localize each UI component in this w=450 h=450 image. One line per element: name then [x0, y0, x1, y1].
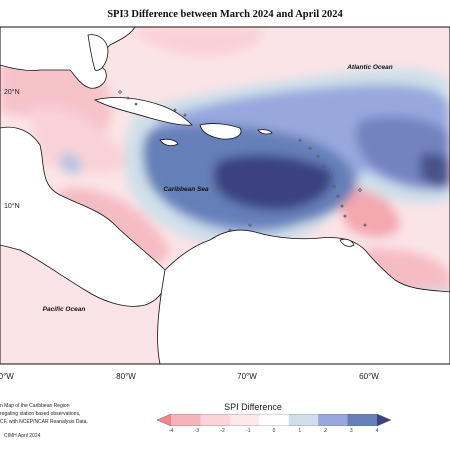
land-yucatan-central-america [0, 126, 167, 307]
dark-core-east [420, 153, 450, 187]
land-south-america [157, 229, 450, 364]
legend-cell [259, 414, 290, 426]
legend-cell [229, 414, 260, 426]
pink-region-lesser-antilles [338, 180, 400, 237]
legend-tick-label: -2 [220, 428, 225, 434]
lon-tick-60w: 60°W [359, 372, 379, 381]
lon-tick-80w: 80°W [116, 372, 136, 381]
pink-region-north [130, 27, 262, 56]
caption-line-1: n Map of the Caribbean Region [0, 403, 70, 409]
caribbean-label: Caribbean Sea [163, 186, 209, 193]
legend-tick-label: -4 [168, 428, 174, 434]
map-frame [0, 26, 450, 365]
legend-tick-label: -3 [194, 428, 199, 434]
legend-cell [157, 414, 171, 426]
legend-tick-label: 3 [349, 428, 353, 434]
land-cuba [93, 97, 193, 126]
credit: CIMH April 2024 [4, 433, 41, 439]
land-florida [87, 34, 109, 71]
lon-tick-70w: 70°W [237, 372, 257, 381]
land-trinidad [339, 238, 355, 247]
legend-colorbar [157, 414, 391, 426]
caption-line-2: regating station based observations, [0, 411, 81, 417]
land-jamaica [159, 138, 179, 147]
legend-cell [288, 414, 319, 426]
lat-tick-20n: 20°N [4, 88, 20, 96]
legend-cell [318, 414, 349, 426]
legend-tick-label: 1 [298, 428, 302, 434]
dark-core [213, 154, 333, 211]
legend-cell [377, 414, 391, 426]
land-puerto-rico [257, 129, 273, 135]
legend-tick-label: 4 [375, 428, 379, 434]
legend-tick-label: 0 [272, 428, 276, 434]
legend-tick-label: 2 [324, 428, 327, 434]
map-title: SPI3 Difference between March 2024 and A… [107, 9, 343, 20]
pacific-label: Pacific Ocean [43, 306, 86, 313]
land-masses [0, 27, 450, 364]
caption-line-3: CF, with NCEP/NCAR Reanalysis Data. [0, 419, 88, 425]
pink-region-gulf [30, 107, 130, 174]
legend-title: SPI Difference [224, 402, 282, 412]
small-islands [118, 90, 367, 232]
blue-gulf [59, 153, 82, 175]
legend-cell [347, 414, 378, 426]
land-hispaniola [199, 123, 242, 140]
legend-tick-label: -1 [246, 428, 251, 434]
legend-cell [171, 414, 201, 426]
atlantic-label: Atlantic Ocean [346, 64, 393, 71]
lat-tick-10n: 10°N [4, 202, 20, 210]
lon-tick-90w: 90°W [0, 372, 14, 381]
legend-cell [200, 414, 231, 426]
